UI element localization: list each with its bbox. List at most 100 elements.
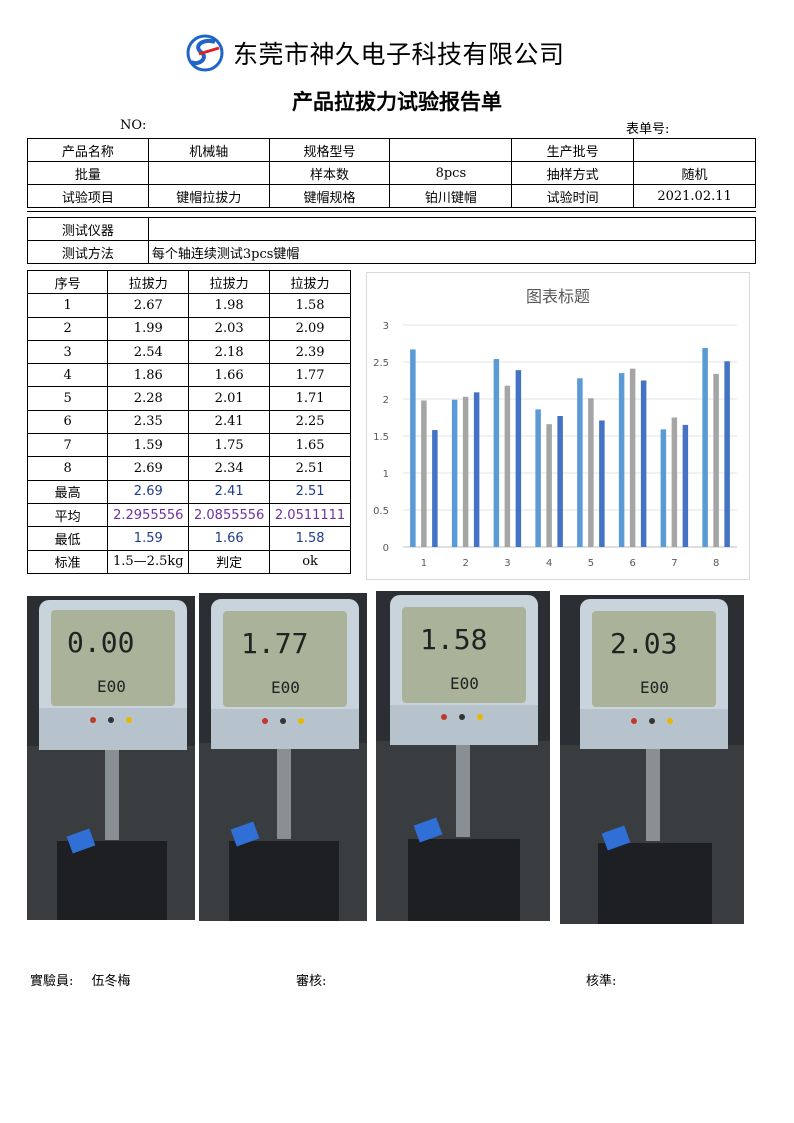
y-tick-label: 1 (383, 469, 389, 480)
bar (410, 349, 416, 547)
bar (432, 430, 438, 547)
cell: 2.2955556 (107, 502, 190, 528)
standard-row: 标准 1.5—2.5kg 判定 ok (26, 549, 351, 574)
test-date-value: 2021.02.11 (633, 184, 756, 208)
bar (629, 368, 636, 547)
sampling-method-label: 抽样方式 (511, 161, 635, 185)
info-row: 试验项目 键帽拉拔力 键帽规格 铂川键帽 试验时间 2021.02.11 (27, 184, 756, 208)
max-label: 最高 (26, 479, 109, 504)
bar (451, 399, 458, 547)
tester-signature: 實驗員: 伍冬梅 (30, 970, 131, 989)
meter-photo: 1.58 E00 (376, 591, 550, 921)
lot-size-value (147, 161, 270, 185)
table-row: 2 1.99 2.03 2.09 (26, 316, 351, 341)
cell: 2.28 (107, 386, 190, 411)
cell: 1.86 (107, 363, 190, 388)
y-tick-label: 2.5 (373, 358, 389, 369)
standard-label: 标准 (26, 549, 109, 574)
bar-chart: 图表标题 0 0.5 1 1.5 2 2.5 3 1 2 3 4 5 6 7 8 (366, 272, 750, 580)
form-number-label: 表单号: (626, 122, 670, 137)
meter-reading: 1.58 (420, 623, 487, 656)
x-tick-label: 5 (588, 558, 594, 569)
x-tick-label: 1 (421, 558, 427, 569)
batch-number-label: 生产批号 (511, 138, 635, 162)
cell: 2.18 (188, 339, 271, 365)
bar (462, 396, 469, 547)
photo-meter-1: 0.00 E00 (27, 596, 195, 920)
bar (473, 392, 480, 547)
lot-size-label: 批量 (27, 161, 149, 185)
column-header: 拉拔力 (107, 269, 190, 295)
x-tick-label: 2 (462, 558, 468, 569)
x-tick-label: 6 (629, 558, 635, 569)
product-name-value: 机械轴 (147, 138, 270, 162)
cell: 2.0855556 (188, 502, 271, 528)
test-item-label: 试验项目 (27, 184, 149, 208)
cell: 2.03 (188, 316, 271, 341)
bar (702, 347, 708, 547)
cell: 1.66 (188, 363, 271, 388)
meter-reading: 1.77 (241, 627, 308, 660)
y-tick-label: 1.5 (373, 432, 389, 443)
cell: 2.34 (188, 456, 271, 481)
model-label: 规格型号 (268, 138, 391, 162)
test-date-label: 试验时间 (511, 184, 635, 208)
tester-label: 實驗員: (30, 974, 74, 989)
table-row: 1 2.67 1.98 1.58 (26, 293, 351, 318)
instrument-label: 测试仪器 (27, 217, 149, 241)
test-item-value: 键帽拉拔力 (147, 184, 270, 208)
row-index: 7 (26, 433, 109, 458)
sample-count-value: 8pcs (389, 161, 513, 185)
cell: 2.35 (107, 409, 190, 435)
table-row: 6 2.35 2.41 2.25 (26, 409, 351, 435)
meter-subreading: E00 (97, 677, 126, 696)
meter-photo: 1.77 E00 (199, 593, 367, 921)
cell: 1.71 (269, 386, 351, 411)
bar (724, 361, 730, 547)
y-tick-label: 0.5 (373, 506, 389, 517)
bar (660, 429, 667, 547)
info-row: 产品名称 机械轴 规格型号 生产批号 (27, 138, 756, 162)
instrument-value (147, 217, 757, 241)
min-row: 最低 1.59 1.66 1.58 (26, 526, 351, 551)
meter-photo: 2.03 E00 (560, 595, 744, 924)
cell: 2.51 (269, 456, 351, 481)
cell: 1.66 (188, 526, 271, 551)
batch-number-value (633, 138, 756, 162)
bar (599, 420, 605, 547)
cell: 2.39 (269, 339, 351, 365)
cell: 1.75 (188, 433, 271, 458)
bar (682, 424, 689, 547)
cell: 1.99 (107, 316, 190, 341)
cell: 1.58 (269, 293, 351, 318)
y-tick-label: 3 (383, 321, 389, 332)
standard-value: 1.5—2.5kg (107, 549, 190, 574)
row-index: 4 (26, 363, 109, 388)
row-index: 8 (26, 456, 109, 481)
bar (671, 417, 678, 547)
meter-reading: 0.00 (67, 626, 134, 659)
results-header-row: 序号 拉拔力 拉拔力 拉拔力 (26, 269, 351, 295)
cell: 2.69 (107, 479, 190, 504)
row-index: 5 (26, 386, 109, 411)
model-value (389, 138, 513, 162)
bar (493, 359, 500, 547)
x-tick-label: 7 (671, 558, 677, 569)
meter-subreading: E00 (271, 678, 300, 697)
product-info-table: 产品名称 机械轴 规格型号 生产批号 批量 样本数 8pcs 抽样方式 随机 试… (27, 138, 756, 208)
y-tick-label: 0 (383, 543, 389, 554)
info-row: 批量 样本数 8pcs 抽样方式 随机 (27, 161, 756, 185)
company-header: 东莞市神久电子科技有限公司 (185, 32, 565, 74)
bar (713, 373, 719, 547)
table-row: 7 1.59 1.75 1.65 (26, 433, 351, 458)
judgement-label: 判定 (188, 549, 271, 574)
table-row: 4 1.86 1.66 1.77 (26, 363, 351, 388)
cell: 1.59 (107, 526, 190, 551)
meter-reading: 2.03 (610, 627, 677, 660)
cell: 2.01 (188, 386, 271, 411)
bar (535, 409, 541, 547)
avg-row: 平均 2.2955556 2.0855556 2.0511111 (26, 502, 351, 528)
bar (640, 380, 647, 547)
cell: 1.77 (269, 363, 351, 388)
approver-label: 核準: (586, 974, 617, 989)
